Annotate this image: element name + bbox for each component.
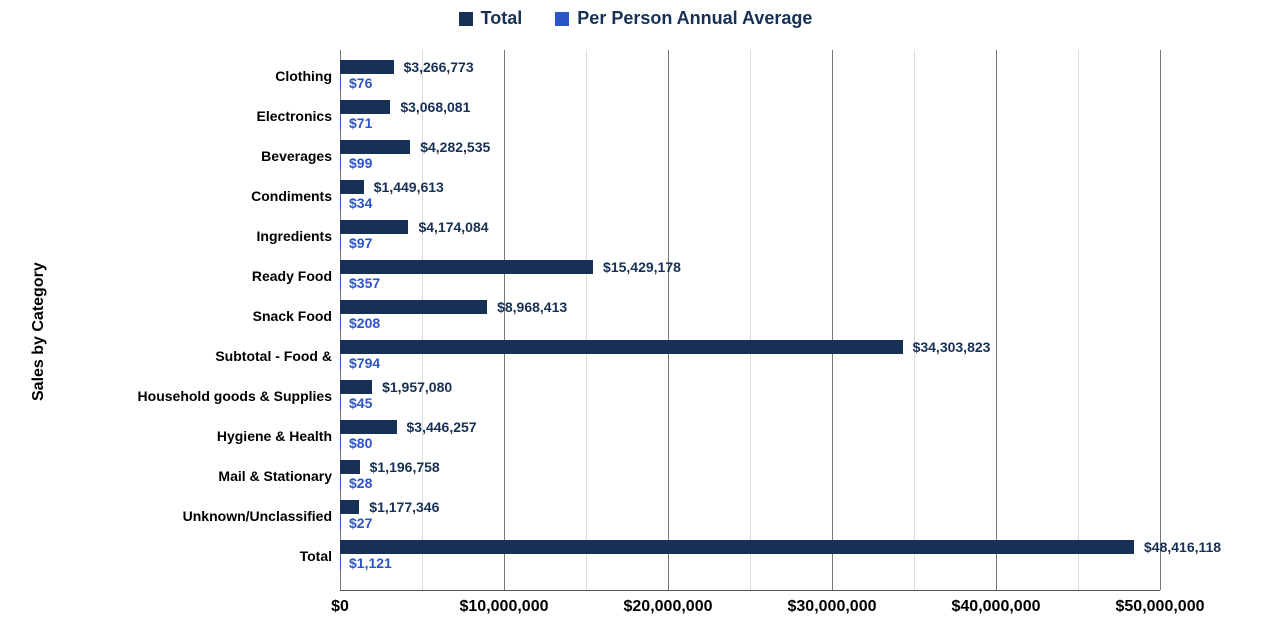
- bar-total: [340, 340, 903, 354]
- bar-row: $1,177,346$27: [340, 500, 1160, 530]
- category-label: Condiments: [251, 188, 332, 204]
- bar-per-person: [340, 476, 341, 490]
- bar-row: $1,196,758$28: [340, 460, 1160, 490]
- bar-label-total: $1,449,613: [374, 179, 444, 195]
- bar-label-per-person: $76: [349, 75, 372, 91]
- legend-label-total: Total: [481, 8, 523, 29]
- bar-label-total: $4,282,535: [420, 139, 490, 155]
- bar-row: $8,968,413 $208: [340, 300, 1160, 330]
- category-label: Subtotal - Food &: [215, 348, 332, 364]
- sales-by-category-chart: Total Per Person Annual Average Sales by…: [0, 0, 1271, 639]
- category-label: Snack Food: [253, 308, 332, 324]
- bar-total: [340, 140, 410, 154]
- bar-label-per-person: $34: [349, 195, 372, 211]
- bar-row: $1,957,080 $45: [340, 380, 1160, 410]
- x-tick-label: $30,000,000: [788, 598, 877, 616]
- x-tick-label: $40,000,000: [952, 598, 1041, 616]
- bar-label-total: $3,266,773: [404, 59, 474, 75]
- plot-area: $0$10,000,000$20,000,000$30,000,000$40,0…: [340, 50, 1160, 590]
- x-tick-label: $50,000,000: [1116, 598, 1205, 616]
- category-label: Household goods & Supplies: [138, 388, 332, 404]
- category-label: Total: [300, 548, 332, 564]
- bar-per-person: [340, 556, 341, 570]
- bar-total: [340, 380, 372, 394]
- bar-per-person: [340, 156, 341, 170]
- bar-per-person: [340, 396, 341, 410]
- gridline-major: [1160, 50, 1161, 590]
- category-label: Ingredients: [257, 228, 332, 244]
- bar-per-person: [340, 356, 341, 370]
- bar-label-total: $34,303,823: [913, 339, 991, 355]
- bar-label-total: $1,177,346: [369, 499, 439, 515]
- legend-swatch-per-person: [555, 12, 569, 26]
- legend-item-total: Total: [459, 8, 523, 29]
- bar-total: [340, 60, 394, 74]
- bar-total: [340, 420, 397, 434]
- bar-per-person: [340, 76, 341, 90]
- bar-per-person: [340, 196, 341, 210]
- category-label: Unknown/Unclassified: [183, 508, 332, 524]
- x-tick-label: $10,000,000: [460, 598, 549, 616]
- bar-per-person: [340, 316, 341, 330]
- x-tick-label: $0: [331, 598, 349, 616]
- bar-label-per-person: $208: [349, 315, 380, 331]
- bar-total: [340, 180, 364, 194]
- bar-total: [340, 100, 390, 114]
- bar-label-per-person: $357: [349, 275, 380, 291]
- bar-label-total: $8,968,413: [497, 299, 567, 315]
- bar-row: $3,068,081 $71: [340, 100, 1160, 130]
- bar-total: [340, 460, 360, 474]
- bar-label-per-person: $1,121: [349, 555, 392, 571]
- bar-row: $3,446,257 $80: [340, 420, 1160, 450]
- bar-label-total: $3,068,081: [400, 99, 470, 115]
- bar-per-person: [340, 116, 341, 130]
- bar-row: $4,282,535 $99: [340, 140, 1160, 170]
- bar-label-total: $4,174,084: [418, 219, 488, 235]
- legend: Total Per Person Annual Average: [0, 8, 1271, 31]
- bar-label-per-person: $99: [349, 155, 372, 171]
- category-label: Hygiene & Health: [217, 428, 332, 444]
- bar-row: $34,303,823 $794: [340, 340, 1160, 370]
- bar-total: [340, 500, 359, 514]
- bar-label-per-person: $27: [349, 515, 372, 531]
- category-label: Ready Food: [252, 268, 332, 284]
- bar-label-per-person: $28: [349, 475, 372, 491]
- bar-label-per-person: $45: [349, 395, 372, 411]
- bar-label-per-person: $80: [349, 435, 372, 451]
- bar-row: $15,429,178 $357: [340, 260, 1160, 290]
- bar-label-per-person: $794: [349, 355, 380, 371]
- bar-total: [340, 300, 487, 314]
- bar-row: $4,174,084 $97: [340, 220, 1160, 250]
- bar-row: $48,416,118$1,121: [340, 540, 1160, 570]
- bar-per-person: [340, 236, 341, 250]
- bar-label-total: $48,416,118: [1144, 539, 1221, 555]
- bar-label-per-person: $97: [349, 235, 372, 251]
- legend-label-per-person: Per Person Annual Average: [577, 8, 812, 29]
- bar-label-total: $3,446,257: [407, 419, 477, 435]
- bar-label-total: $1,957,080: [382, 379, 452, 395]
- x-axis-baseline: [340, 590, 1160, 591]
- bar-per-person: [340, 276, 341, 290]
- bar-total: [340, 540, 1134, 554]
- bar-per-person: [340, 436, 341, 450]
- x-tick-label: $20,000,000: [624, 598, 713, 616]
- category-label: Electronics: [257, 108, 332, 124]
- category-label: Beverages: [261, 148, 332, 164]
- category-label: Clothing: [275, 68, 332, 84]
- bar-total: [340, 260, 593, 274]
- bar-per-person: [340, 516, 341, 530]
- category-label: Mail & Stationary: [218, 468, 332, 484]
- y-axis-title: Sales by Category: [30, 262, 48, 401]
- bar-label-total: $15,429,178: [603, 259, 681, 275]
- legend-item-per-person: Per Person Annual Average: [555, 8, 812, 29]
- bar-row: $3,266,773 $76: [340, 60, 1160, 90]
- bar-label-total: $1,196,758: [370, 459, 440, 475]
- bar-row: $1,449,613$34: [340, 180, 1160, 210]
- bar-label-per-person: $71: [349, 115, 372, 131]
- bar-total: [340, 220, 408, 234]
- legend-swatch-total: [459, 12, 473, 26]
